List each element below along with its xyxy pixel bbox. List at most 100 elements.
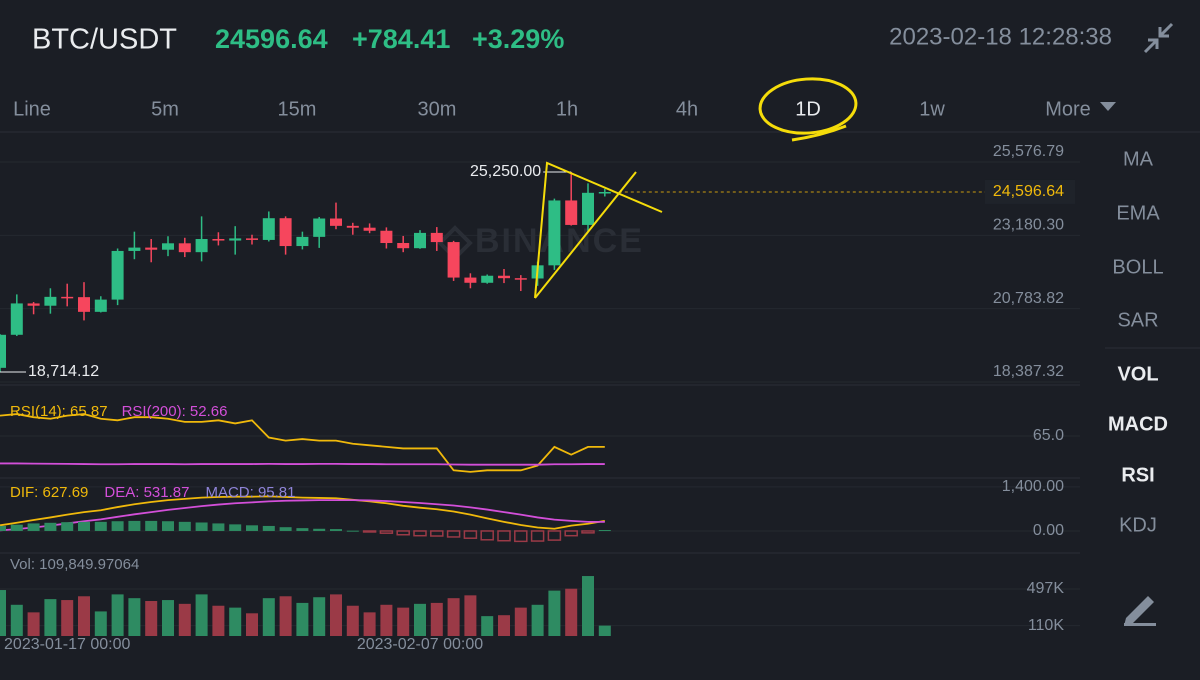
candle-body xyxy=(498,275,510,279)
highlight-circle xyxy=(758,77,858,135)
candle-body xyxy=(313,218,326,237)
indicator[interactable]: MA xyxy=(1123,148,1154,170)
macd-bar xyxy=(162,521,174,531)
pair[interactable]: BTC/USDT xyxy=(32,24,177,56)
legend-entry: DIF: 627.69 xyxy=(10,484,88,501)
x-tick-label: 2023-01-17 00:00 xyxy=(4,636,130,653)
interval-tab[interactable]: 1h xyxy=(556,98,578,120)
volume-bar xyxy=(94,611,107,636)
candle-body xyxy=(10,303,23,335)
collapse-icon[interactable] xyxy=(1143,22,1174,54)
last-price-tag xyxy=(985,179,1075,204)
macd-bar xyxy=(396,530,410,536)
interval-tab[interactable]: More xyxy=(1045,98,1091,120)
y-tick-label: 65.0 xyxy=(1033,427,1064,444)
candle-body xyxy=(464,277,477,283)
macd-bar xyxy=(78,521,90,531)
macd-bar xyxy=(379,530,394,534)
macd-bar xyxy=(145,520,158,531)
y-tick-label: 18,387.32 xyxy=(993,363,1064,380)
candle-body xyxy=(363,227,376,231)
macd-bar xyxy=(296,528,309,531)
timestamp: 2023-02-18 12:28:38 xyxy=(889,23,1112,50)
indicator[interactable]: RSI xyxy=(1121,464,1154,486)
macd-bar xyxy=(564,530,578,537)
edit-icon[interactable] xyxy=(1124,596,1156,626)
candle-body xyxy=(430,232,443,243)
volume-bar xyxy=(78,596,90,636)
volume-bar xyxy=(27,612,40,636)
candle-body xyxy=(78,297,90,312)
indicator[interactable]: SAR xyxy=(1117,309,1158,331)
candle-body xyxy=(111,250,124,300)
volume-bar xyxy=(111,594,124,636)
volume-title: Vol: 109,849.97064 xyxy=(10,556,139,573)
change: +784.41 xyxy=(352,24,450,54)
legend-entry: RSI(200): 52.66 xyxy=(122,403,228,420)
change-pct: +3.29% xyxy=(472,24,564,54)
candle-body xyxy=(262,218,275,240)
volume-bar xyxy=(481,616,494,636)
interval-tab[interactable]: 1w xyxy=(919,98,945,120)
last-price-label: 24,596.64 xyxy=(993,183,1064,200)
macd-line xyxy=(0,499,605,532)
volume-bar xyxy=(0,590,6,636)
volume-bar xyxy=(548,590,561,636)
volume-bar xyxy=(61,600,74,636)
macd-bar xyxy=(330,529,342,531)
candle-body xyxy=(229,238,242,241)
x-tick-label: 2023-02-07 00:00 xyxy=(357,636,483,653)
candle-body xyxy=(212,239,225,241)
volume-bar xyxy=(582,576,594,636)
legend-entry: MACD: 95.81 xyxy=(205,484,295,501)
macd-bar xyxy=(463,530,478,539)
interval-tab[interactable]: 15m xyxy=(278,98,317,120)
interval-tab[interactable]: 1D xyxy=(795,98,821,120)
indicator-line xyxy=(0,462,605,466)
macd-bar xyxy=(598,530,611,532)
interval-tab[interactable]: 30m xyxy=(418,98,457,120)
interval-tabs: Line 5m 15m 30m 1h 4h 1D 1w More xyxy=(13,98,1116,120)
volume-bar xyxy=(514,607,527,636)
volume-bar xyxy=(565,588,578,636)
y-tick-label: 497K xyxy=(1027,580,1065,597)
candle-body xyxy=(145,247,158,250)
volume-bar xyxy=(598,625,611,636)
indicator[interactable]: VOL xyxy=(1117,363,1158,385)
indicator[interactable]: BOLL xyxy=(1112,256,1163,278)
macd-bar xyxy=(195,522,208,531)
candle-body xyxy=(414,232,426,249)
candle-body xyxy=(380,230,393,243)
interval-tab[interactable]: 5m xyxy=(151,98,179,120)
macd-bar xyxy=(547,530,562,541)
interval-tab[interactable]: Line xyxy=(13,98,51,120)
volume-bar xyxy=(346,605,359,636)
indicator[interactable]: EMA xyxy=(1116,202,1160,224)
candle-body xyxy=(582,192,594,225)
legend-entry: RSI(14): 65.87 xyxy=(10,403,108,420)
y-tick-label: 25,576.79 xyxy=(993,143,1064,160)
volume-bar xyxy=(464,595,477,636)
volume-bar xyxy=(330,594,342,636)
drawn-line xyxy=(534,171,637,299)
candle-body xyxy=(481,275,494,283)
candle-body xyxy=(565,200,578,225)
indicator[interactable]: MACD xyxy=(1108,413,1168,435)
volume-bar xyxy=(279,596,292,636)
indicator[interactable]: KDJ xyxy=(1119,514,1157,536)
candle-body xyxy=(178,243,191,253)
volume-bar xyxy=(10,604,23,636)
volume-bar xyxy=(162,600,174,636)
volume-bar xyxy=(246,613,258,636)
dropdown-arrow[interactable] xyxy=(1100,102,1116,111)
plots: 18,387.3220,783.8223,180.3025,576.79BINA… xyxy=(0,143,1080,653)
volume-bar xyxy=(44,599,57,636)
interval-tab[interactable]: 4h xyxy=(676,98,698,120)
macd-bar xyxy=(0,525,6,531)
indicator-list: MA EMA BOLL SAR VOL MACD RSI KDJ xyxy=(1108,148,1168,536)
y-tick-label: 23,180.30 xyxy=(993,217,1064,234)
candle-body xyxy=(44,296,57,306)
volume-bar xyxy=(531,604,544,636)
